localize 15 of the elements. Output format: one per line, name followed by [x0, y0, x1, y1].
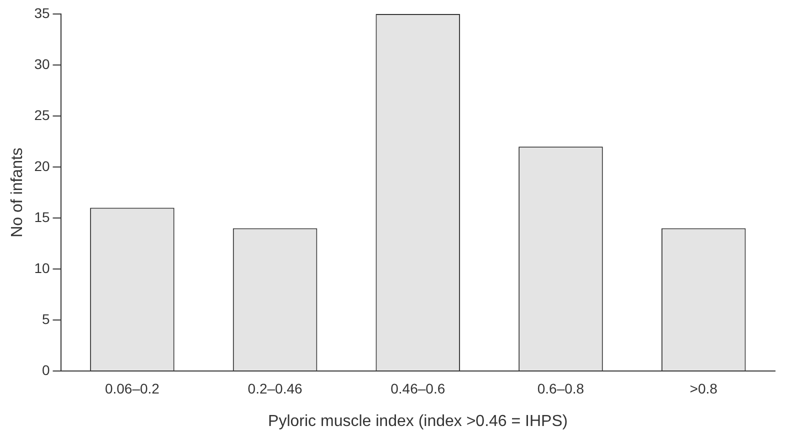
y-tick-label: 10: [34, 260, 50, 276]
x-axis-title: Pyloric muscle index (index >0.46 = IHPS): [268, 412, 568, 430]
y-tick-label: 15: [34, 208, 50, 225]
x-tick-label: 0.2–0.46: [248, 380, 302, 396]
x-tick-label: >0.8: [690, 380, 718, 396]
x-tick-label: 0.06–0.2: [104, 380, 160, 396]
x-tick-label: 0.6–0.8: [537, 380, 584, 396]
y-tick-label: 0: [42, 362, 50, 378]
y-tick-label: 5: [42, 310, 50, 327]
y-axis-title: No of infants: [9, 148, 26, 238]
y-tick-label: 25: [34, 106, 50, 123]
y-tick-label: 35: [34, 4, 50, 21]
x-tick-label: 0.46–0.6: [390, 380, 446, 396]
y-tick-label: 20: [34, 158, 50, 174]
y-tick-label: 30: [34, 56, 50, 72]
